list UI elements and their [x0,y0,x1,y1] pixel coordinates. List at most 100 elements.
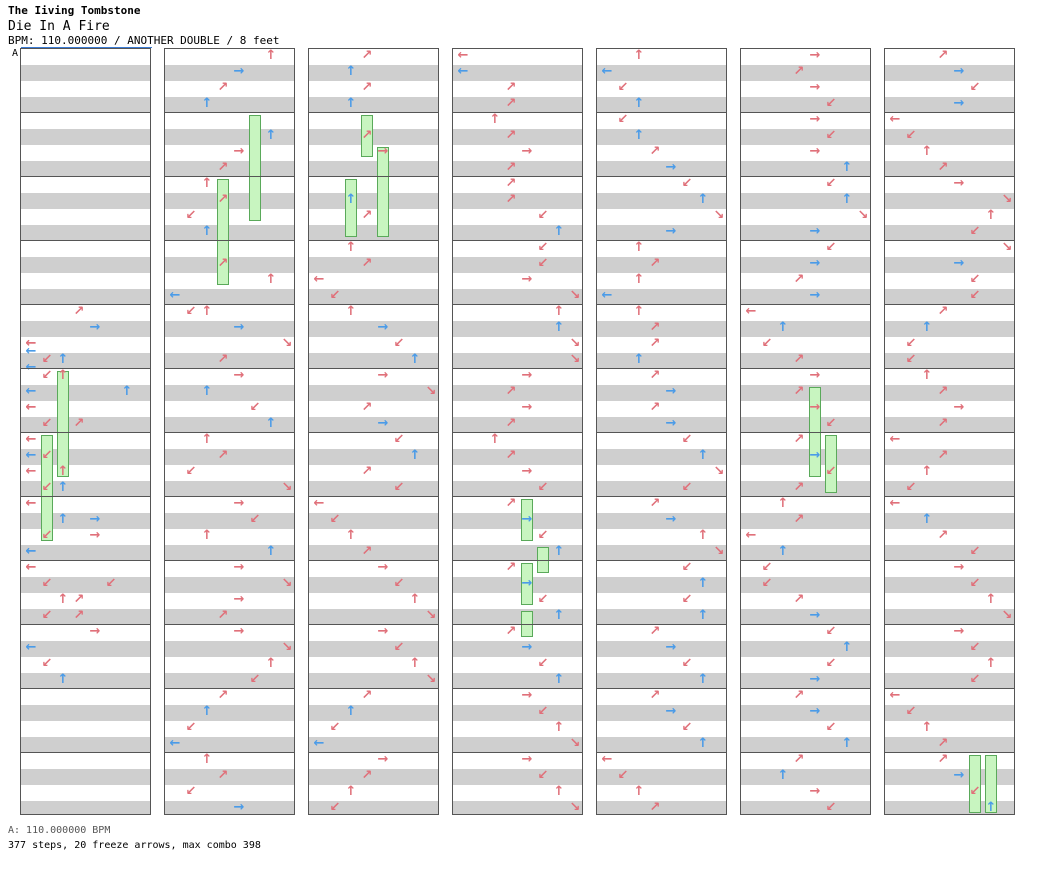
down-arrow-icon: ↙ [825,240,837,255]
up-arrow-icon: ↑ [345,784,357,799]
up-arrow-icon: ↑ [265,656,277,671]
freeze-arrow [249,115,261,221]
down-arrow-icon: ↙ [825,96,837,111]
right-arrow-icon: ↗ [793,752,805,767]
right-arrow-icon: ↗ [649,256,661,271]
left-arrow-icon: ← [25,400,37,415]
right-arrow-icon: ↗ [937,48,949,63]
chart-column-3: ↗ ↑ ↗ ↑ ↗ → ↑ ↗ ↑ ↗ ← ↙ ↑ → ↙ ↑ → ↘ ↗ → ↙ ↑ ↗ ↙ ← ↙ ↑ ↗ → ↙ ↑ ↘ → ↙ ↑ ↘ ↗ ↑ ↙ ←… [308,48,439,815]
down-arrow-icon: ↙ [249,672,261,687]
down-arrow-icon: ↙ [537,528,549,543]
up-arrow-icon: ↑ [985,656,997,671]
left-arrow-icon: → [953,256,965,271]
down-arrow-icon: ↙ [537,768,549,783]
up-arrow-icon: ↑ [409,448,421,463]
freeze-arrow [985,755,997,813]
right-arrow-icon: ↘ [281,480,293,495]
up-arrow-icon: ↑ [265,416,277,431]
left-arrow-icon: → [233,560,245,575]
freeze-arrow [377,147,389,237]
down-arrow-icon: ↙ [905,128,917,143]
right-arrow-icon: ↗ [793,64,805,79]
left-arrow-icon: ← [25,384,37,399]
freeze-arrow [41,435,53,541]
right-arrow-icon: ↗ [937,736,949,751]
left-arrow-icon: ← [313,736,325,751]
right-arrow-icon: ↗ [505,96,517,111]
left-arrow-icon: → [377,752,389,767]
right-arrow-icon: ↗ [505,192,517,207]
right-arrow-icon: ↘ [281,336,293,351]
down-arrow-icon: ↙ [681,432,693,447]
left-arrow-icon: → [665,512,677,527]
left-arrow-icon: ← [745,528,757,543]
down-arrow-icon: ↙ [761,336,773,351]
right-arrow-icon: ↗ [649,400,661,415]
left-arrow-icon: ← [457,48,469,63]
left-arrow-icon: → [233,592,245,607]
right-arrow-icon: ↗ [361,688,373,703]
left-arrow-icon: → [377,144,389,159]
right-arrow-icon: ↗ [217,768,229,783]
left-arrow-icon: ← [601,752,613,767]
up-arrow-icon: ↑ [553,720,565,735]
up-arrow-icon: ↑ [57,672,69,687]
right-arrow-icon: ↘ [425,608,437,623]
down-arrow-icon: ↙ [681,176,693,191]
up-arrow-icon: ↑ [409,656,421,671]
left-arrow-icon: → [809,368,821,383]
right-arrow-icon: ↘ [569,352,581,367]
left-arrow-icon: ← [601,288,613,303]
up-arrow-icon: ↑ [345,304,357,319]
freeze-arrow [537,547,549,573]
right-arrow-icon: ↗ [361,768,373,783]
up-arrow-icon: ↑ [921,512,933,527]
chart-column-2: ↑ → ↗ ↑ ↑ → ↗ ↑ ↗ ↙ ↑ ↗ ↑ ← ↙ ↑ → ↘ ↗ → ↑ ↙ ↑ ↑ ↗ ↙ ↘ → ↙ ↑ ↑ → ↘ → ↗ → ↘ ↑ ↙ ↗… [164,48,295,815]
down-arrow-icon: ↙ [185,784,197,799]
left-arrow-icon: → [233,320,245,335]
left-arrow-icon: ← [25,496,37,511]
down-arrow-icon: ↙ [681,560,693,575]
left-arrow-icon: → [521,688,533,703]
down-arrow-icon: ↙ [537,592,549,607]
up-arrow-icon: ↑ [57,592,69,607]
down-arrow-icon: ↙ [969,576,981,591]
down-arrow-icon: ↙ [537,240,549,255]
left-arrow-icon: → [809,784,821,799]
left-arrow-icon: → [89,528,101,543]
left-arrow-icon: ← [25,560,37,575]
down-arrow-icon: ↙ [905,704,917,719]
right-arrow-icon: ↗ [217,80,229,95]
up-arrow-icon: ↑ [345,96,357,111]
up-arrow-icon: ↑ [697,192,709,207]
up-arrow-icon: ↑ [633,128,645,143]
up-arrow-icon: ↑ [489,112,501,127]
left-arrow-icon: → [377,368,389,383]
right-arrow-icon: ↘ [713,464,725,479]
left-arrow-icon: ← [25,344,37,359]
freeze-arrow [345,179,357,237]
down-arrow-icon: ↙ [41,352,53,367]
down-arrow-icon: ↙ [393,480,405,495]
right-arrow-icon: ↗ [793,688,805,703]
up-arrow-icon: ↑ [201,384,213,399]
down-arrow-icon: ↙ [537,704,549,719]
right-arrow-icon: ↗ [793,512,805,527]
down-arrow-icon: ↙ [969,784,981,799]
up-arrow-icon: ↑ [777,544,789,559]
left-arrow-icon: → [233,368,245,383]
up-arrow-icon: ↑ [553,784,565,799]
down-arrow-icon: ↙ [681,592,693,607]
up-arrow-icon: ↑ [265,48,277,63]
right-arrow-icon: ↘ [1001,608,1013,623]
left-arrow-icon: → [809,80,821,95]
chart-column-7: ↗ → ↙ → ← ↙ ↑ ↗ → ↘ ↑ ↙ ↘ → ↙ ↙ ↗ ↑ ↙ ↙ ↑ ↗ → ↗ ← ↗ ↑ ↙ ← ↑ ↗ ↙ → ↙ ↑ ↘ → ↙ ↑ ↙… [884,48,1015,815]
down-arrow-icon: ↙ [41,608,53,623]
left-arrow-icon: ← [889,432,901,447]
left-arrow-icon: → [377,320,389,335]
left-arrow-icon: → [377,560,389,575]
up-arrow-icon: ↑ [697,576,709,591]
down-arrow-icon: ↙ [329,512,341,527]
left-arrow-icon: ← [889,496,901,511]
right-arrow-icon: ↗ [649,368,661,383]
